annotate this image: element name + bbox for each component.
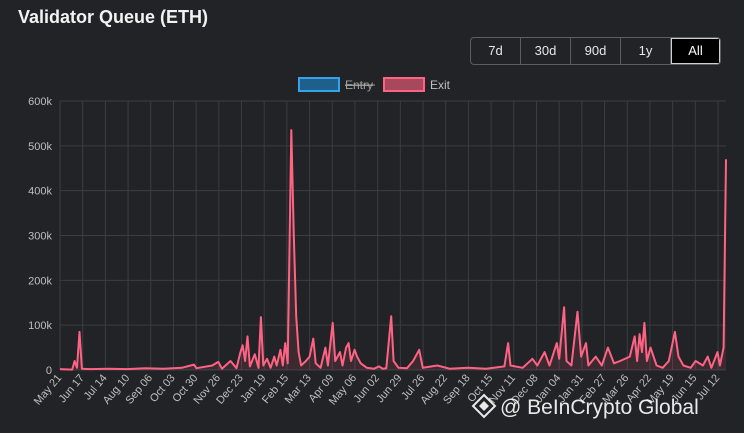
- legend-swatch-exit: [383, 77, 425, 92]
- y-tick-label: 0: [46, 365, 52, 377]
- y-tick-label: 300k: [28, 231, 52, 243]
- range-button-7d[interactable]: 7d: [471, 38, 521, 64]
- range-button-1y[interactable]: 1y: [621, 38, 671, 64]
- y-tick-label: 400k: [28, 186, 52, 198]
- range-button-30d[interactable]: 30d: [521, 38, 571, 64]
- series-exit-line: [59, 129, 727, 371]
- page-title: Validator Queue (ETH): [18, 7, 209, 27]
- y-tick-label: 600k: [28, 96, 52, 108]
- beincrypto-logo-icon: [471, 393, 497, 419]
- watermark: @ BeInCrypto Global: [471, 393, 699, 419]
- legend-item-entry[interactable]: Entry: [298, 77, 375, 92]
- x-tick-label: Jun 29: [374, 372, 404, 405]
- watermark-text: @ BeInCrypto Global: [500, 396, 699, 419]
- range-button-90d[interactable]: 90d: [571, 38, 621, 64]
- legend-label-exit: Exit: [430, 78, 451, 92]
- time-range-selector: 7d 30d 90d 1y All: [470, 37, 721, 65]
- chart-series: [59, 129, 727, 371]
- y-tick-label: 500k: [28, 141, 52, 153]
- chart-grid: [59, 100, 726, 371]
- legend-swatch-entry: [298, 77, 340, 92]
- x-tick-label: May 21: [32, 372, 64, 407]
- y-tick-label: 200k: [28, 275, 52, 287]
- x-tick-label: Jun 17: [57, 372, 87, 405]
- legend-item-exit[interactable]: Exit: [383, 77, 451, 92]
- y-axis: 0 100k 200k 300k 400k 500k 600k: [28, 96, 52, 377]
- y-tick-label: 100k: [28, 320, 52, 332]
- legend: Entry Exit: [298, 77, 451, 92]
- range-button-all[interactable]: All: [671, 38, 720, 64]
